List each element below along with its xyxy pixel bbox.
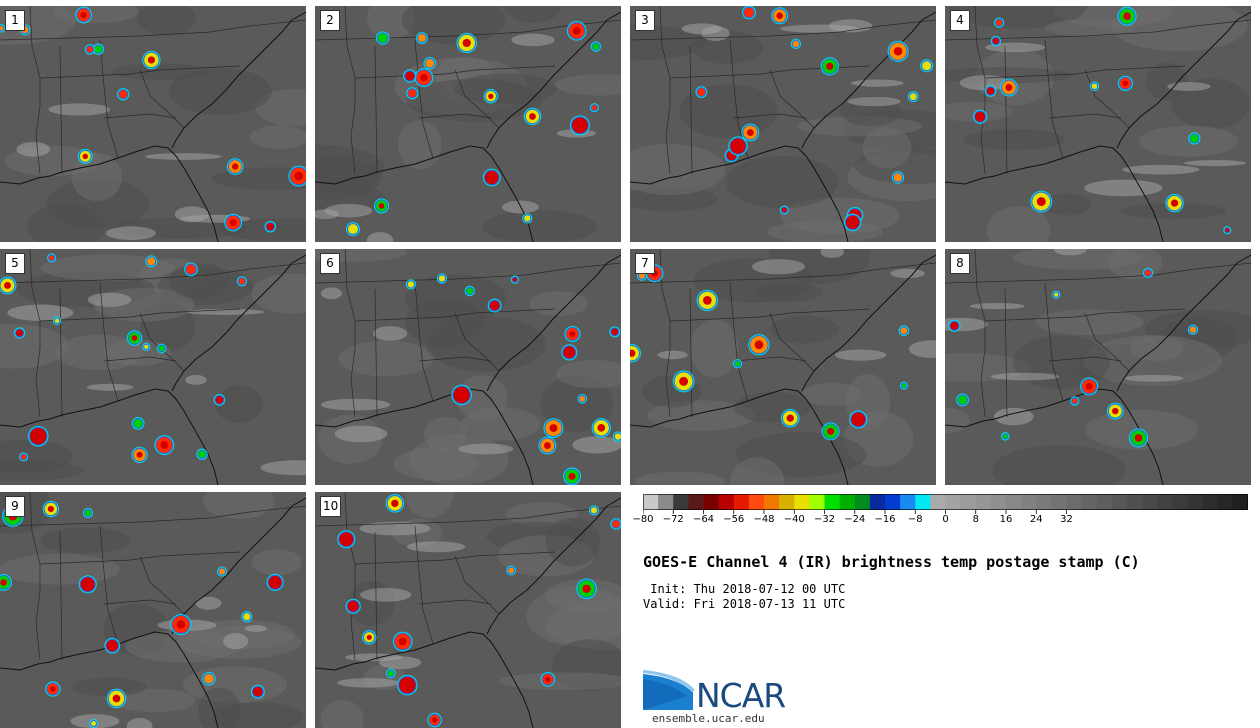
ir-map bbox=[315, 249, 621, 485]
ir-map bbox=[630, 6, 936, 242]
colorbar-tick-label: 8 bbox=[972, 514, 979, 525]
colorbar-swatch bbox=[960, 494, 977, 510]
colorbar-swatch bbox=[975, 494, 992, 510]
logo-wordmark: NCAR bbox=[696, 676, 786, 715]
colorbar-outline bbox=[643, 494, 1248, 510]
figure-title: GOES-E Channel 4 (IR) brightness temp po… bbox=[643, 553, 1140, 571]
colorbar-tick-label: −16 bbox=[874, 514, 896, 525]
colorbar-tick-label: −64 bbox=[692, 514, 715, 525]
colorbar-swatch bbox=[688, 494, 705, 510]
colorbar-tick-label: −56 bbox=[723, 514, 745, 525]
colorbar-swatch bbox=[809, 494, 826, 510]
member-panel-8[interactable]: 8 bbox=[945, 249, 1251, 485]
colorbar-swatch bbox=[703, 494, 720, 510]
colorbar-swatch bbox=[990, 494, 1007, 510]
colorbar-swatch bbox=[673, 494, 689, 510]
ir-map bbox=[0, 492, 306, 728]
colorbar-swatch bbox=[885, 494, 901, 510]
colorbar-tick-label: −40 bbox=[783, 514, 805, 525]
colorbar-swatch bbox=[900, 494, 916, 510]
colorbar-swatch bbox=[1036, 494, 1052, 510]
colorbar-swatch bbox=[643, 494, 659, 510]
colorbar-swatch bbox=[764, 494, 780, 510]
panel-number-label: 4 bbox=[950, 10, 970, 31]
colorbar-swatch bbox=[1051, 494, 1068, 510]
colorbar-tick-label: −24 bbox=[844, 514, 866, 525]
colorbar-tick-label: 24 bbox=[1029, 514, 1043, 525]
colorbar-swatch bbox=[658, 494, 674, 510]
member-panel-1[interactable]: 1 bbox=[0, 6, 306, 242]
colorbar-tick-label: −80 bbox=[632, 514, 654, 525]
ncar-logo-icon bbox=[643, 670, 695, 710]
colorbar-swatch bbox=[1157, 494, 1173, 510]
colorbar-swatch bbox=[1217, 494, 1234, 510]
colorbar-swatch bbox=[1006, 494, 1022, 510]
ir-map bbox=[315, 6, 621, 242]
panel-number-label: 1 bbox=[5, 10, 25, 31]
colorbar-swatch bbox=[779, 494, 795, 510]
member-panel-7[interactable]: 7 bbox=[630, 249, 936, 485]
colorbar-swatch bbox=[945, 494, 962, 510]
ir-map bbox=[315, 492, 621, 728]
colorbar-swatch bbox=[1202, 494, 1219, 510]
colorbar-swatch bbox=[794, 494, 810, 510]
colorbar-swatch bbox=[1111, 494, 1128, 510]
panel-number-label: 6 bbox=[320, 253, 340, 274]
colorbar-swatch bbox=[930, 494, 947, 510]
colorbar-swatch bbox=[915, 494, 931, 510]
member-panel-5[interactable]: 5 bbox=[0, 249, 306, 485]
colorbar-tick-label: −48 bbox=[753, 514, 775, 525]
colorbar-swatch bbox=[854, 494, 871, 510]
panel-number-label: 10 bbox=[320, 496, 342, 517]
colorbar-swatch bbox=[869, 494, 886, 510]
colorbar-swatch bbox=[1127, 494, 1143, 510]
panel-number-label: 8 bbox=[950, 253, 970, 274]
valid-time: Valid: Fri 2018-07-13 11 UTC bbox=[643, 597, 846, 611]
panel-number-label: 2 bbox=[320, 10, 340, 31]
colorbar-swatch bbox=[1232, 494, 1248, 510]
member-panel-10[interactable]: 10 bbox=[315, 492, 621, 728]
colorbar-tick-label: −32 bbox=[813, 514, 836, 525]
colorbar-tick-labels: −80 −72 −64 −56 −48 −40 −32 −24 −16 −8 0 8 16 24 32 bbox=[620, 514, 1260, 530]
colorbar-swatch bbox=[1142, 494, 1158, 510]
member-panel-9[interactable]: 9 bbox=[0, 492, 306, 728]
colorbar-swatch bbox=[718, 494, 735, 510]
colorbar-swatch bbox=[1187, 494, 1204, 510]
member-panel-6[interactable]: 6 bbox=[315, 249, 621, 485]
init-time: Init: Thu 2018-07-12 00 UTC bbox=[643, 582, 846, 596]
panel-number-label: 5 bbox=[5, 253, 25, 274]
member-panel-2[interactable]: 2 bbox=[315, 6, 621, 242]
ir-map bbox=[0, 249, 306, 485]
colorbar-swatch bbox=[1021, 494, 1037, 510]
colorbar-swatch bbox=[1081, 494, 1098, 510]
colorbar-tick-label: −72 bbox=[662, 514, 684, 525]
panel-number-label: 9 bbox=[5, 496, 25, 517]
colorbar-tick-label: 16 bbox=[999, 514, 1013, 525]
ir-map bbox=[0, 6, 306, 242]
colorbar-tick-label: 32 bbox=[1060, 514, 1073, 525]
panel-number-label: 7 bbox=[635, 253, 655, 274]
colorbar-tick-label: −8 bbox=[907, 514, 923, 525]
colorbar-tick-label: 0 bbox=[942, 514, 949, 525]
member-panel-3[interactable]: 3 bbox=[630, 6, 936, 242]
ir-map bbox=[945, 6, 1251, 242]
panel-number-label: 3 bbox=[635, 10, 655, 31]
ir-map bbox=[945, 249, 1251, 485]
colorbar bbox=[643, 494, 1248, 514]
ir-map bbox=[630, 249, 936, 485]
member-panel-4[interactable]: 4 bbox=[945, 6, 1251, 242]
website-url: ensemble.ucar.edu bbox=[652, 712, 765, 725]
colorbar-swatch bbox=[1172, 494, 1189, 510]
colorbar-swatch bbox=[1096, 494, 1113, 510]
colorbar-swatch bbox=[1066, 494, 1083, 510]
colorbar-swatch bbox=[748, 494, 765, 510]
colorbar-swatch bbox=[733, 494, 750, 510]
colorbar-swatch bbox=[824, 494, 841, 510]
colorbar-swatch bbox=[839, 494, 856, 510]
